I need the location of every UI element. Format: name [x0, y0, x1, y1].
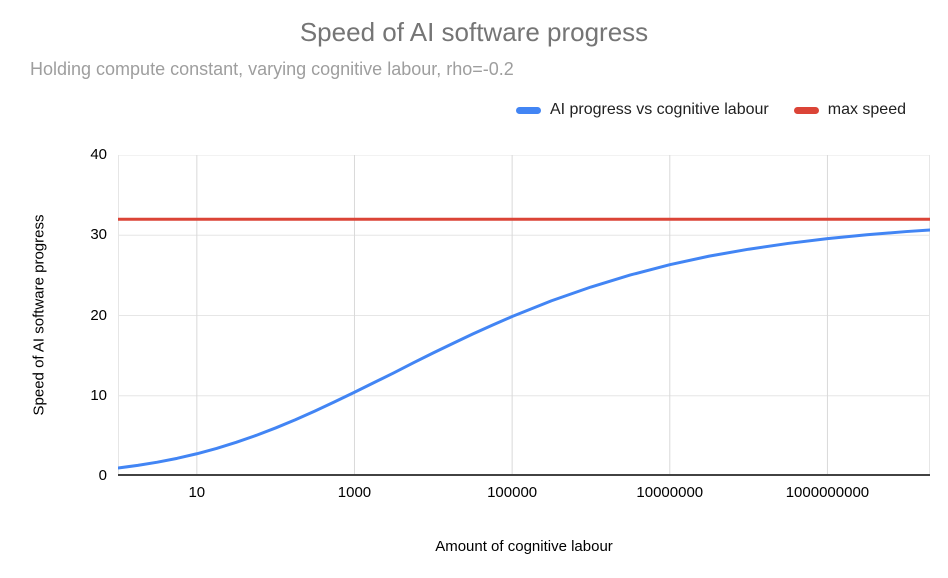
- x-tick-label: 100000: [487, 484, 538, 501]
- series-color-swatch-icon: [793, 106, 819, 114]
- y-tick-label: 10: [90, 386, 107, 404]
- ai-progress-curve: [118, 228, 930, 470]
- chart-title: Speed of AI software progress: [299, 17, 649, 47]
- series-color-swatch-icon: [515, 106, 541, 114]
- legend-item-max-speed: max speed: [793, 101, 906, 119]
- y-tick-label: 0: [98, 467, 107, 484]
- y-tick-label: 20: [90, 306, 107, 324]
- y-tick-label: 40: [90, 146, 107, 163]
- y-tick-label: 30: [90, 226, 107, 244]
- legend-item-ai-progress: AI progress vs cognitive labour: [515, 101, 769, 119]
- x-tick-label: 1000: [337, 484, 372, 501]
- legend: AI progress vs cognitive labour max spee…: [515, 101, 906, 119]
- chart-subtitle: Holding compute constant, varying cognit…: [30, 59, 514, 79]
- legend-label-max-speed: max speed: [827, 101, 906, 118]
- plot-area: [118, 155, 930, 476]
- legend-label-ai-progress: AI progress vs cognitive labour: [549, 101, 769, 118]
- x-axis-title: Amount of cognitive labour: [435, 538, 613, 555]
- x-tick-label: 10: [188, 484, 206, 501]
- x-tick-label: 1000000000: [785, 484, 870, 501]
- x-tick-label: 10000000: [636, 484, 704, 501]
